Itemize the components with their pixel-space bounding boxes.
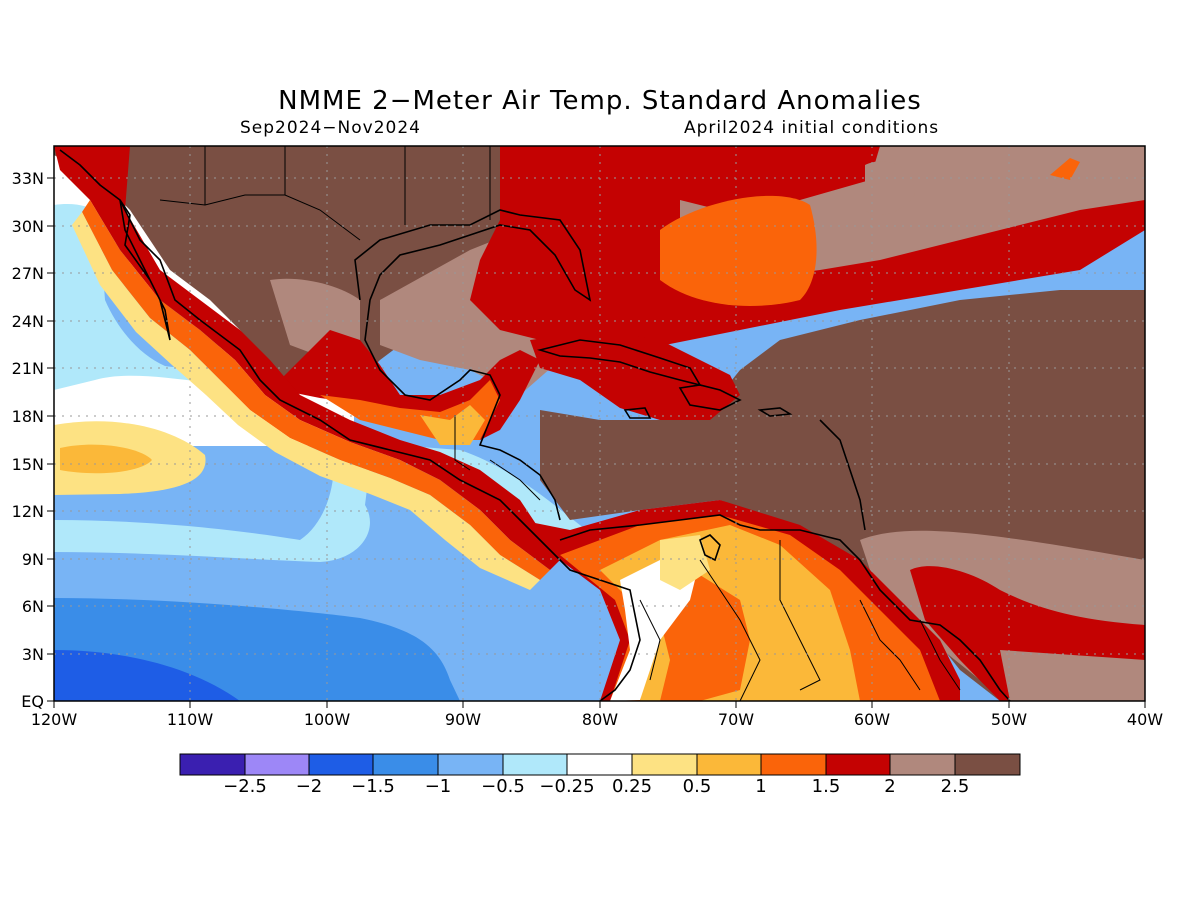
colorbar-swatch-9 (760, 753, 827, 776)
initial-conditions: April2024 initial conditions (684, 118, 940, 138)
colorbar-swatch-6 (566, 753, 633, 776)
pacific-cool-south-core (54, 650, 240, 701)
axis-ticks (47, 177, 1146, 708)
lat-label: 9N (21, 550, 44, 569)
andes-mild (660, 535, 710, 590)
lon-label: 50W (990, 710, 1028, 729)
colorbar-swatch-7 (631, 753, 698, 776)
colorbar-swatch-2 (308, 753, 374, 776)
colorbar-label: −1 (424, 776, 452, 797)
colorbar-swatch-3 (372, 753, 439, 776)
lon-label: 90W (444, 710, 482, 729)
pacific-coast-warm-mid (82, 200, 550, 580)
pacific-coast-warm-edge (72, 212, 540, 590)
colorbar-label: 2.5 (940, 776, 970, 797)
lat-label: EQ (21, 692, 44, 711)
lat-label: 6N (21, 597, 44, 616)
colorbar-swatch-1 (244, 753, 310, 776)
lat-label: 3N (21, 645, 44, 664)
colorbar-label: −1.5 (351, 776, 395, 797)
colorbar-label: 1.5 (811, 776, 841, 797)
pacific-warm-patch-core (60, 444, 152, 474)
colorbar-swatch-0 (179, 753, 246, 776)
lon-label: 70W (717, 710, 755, 729)
political-borders (159, 146, 961, 702)
atlantic-south-anomaly (1000, 650, 1145, 701)
colorbar-swatch-12 (954, 753, 1021, 776)
colorbar-label: 0.25 (611, 776, 653, 797)
antilles-warm (530, 330, 740, 420)
map-title: NMME 2−Meter Air Temp. Standard Anomalie… (278, 86, 922, 116)
colorbar-label: 2 (884, 776, 896, 797)
lon-label: 100W (303, 710, 351, 729)
colorbar-label: −2 (295, 776, 323, 797)
colorbar-swatch-10 (825, 753, 891, 776)
lat-label: 15N (11, 455, 44, 474)
colorbar (179, 753, 1021, 776)
lat-label: 24N (11, 312, 44, 331)
colorbar-label: 0.5 (682, 776, 712, 797)
atlantic-north-warm-2 (680, 146, 880, 210)
colorbar-label: −0.5 (481, 776, 525, 797)
colorbar-swatch-5 (502, 753, 568, 776)
atlantic-neutral-island (865, 161, 915, 215)
pacific-coast-warm (54, 146, 560, 570)
lat-label: 33N (11, 169, 44, 188)
lat-label: 30N (11, 217, 44, 236)
lat-label: 18N (11, 407, 44, 426)
atlantic-warm-core (660, 195, 817, 306)
lat-label: 27N (11, 264, 44, 283)
lat-label: 21N (11, 359, 44, 378)
colorbar-swatch-8 (696, 753, 762, 776)
lon-label: 120W (30, 710, 78, 729)
lon-label: 80W (581, 710, 619, 729)
colorbar-label: −2.5 (223, 776, 267, 797)
lat-label: 12N (11, 502, 44, 521)
colorbar-swatch-4 (437, 753, 504, 776)
colorbar-swatch-11 (889, 753, 956, 776)
colorbar-label: 1 (755, 776, 767, 797)
yucatan-warm-inner (420, 405, 485, 445)
coastlines (59, 149, 1011, 702)
lon-label: 60W (853, 710, 891, 729)
lon-label: 110W (166, 710, 214, 729)
forecast-period: Sep2024−Nov2024 (240, 118, 421, 138)
map-field (54, 146, 1145, 701)
grid-lines (54, 146, 1145, 701)
colorbar-label: −0.25 (539, 776, 595, 797)
lon-label: 40W (1126, 710, 1164, 729)
atlantic-warm-spot (1050, 158, 1080, 180)
